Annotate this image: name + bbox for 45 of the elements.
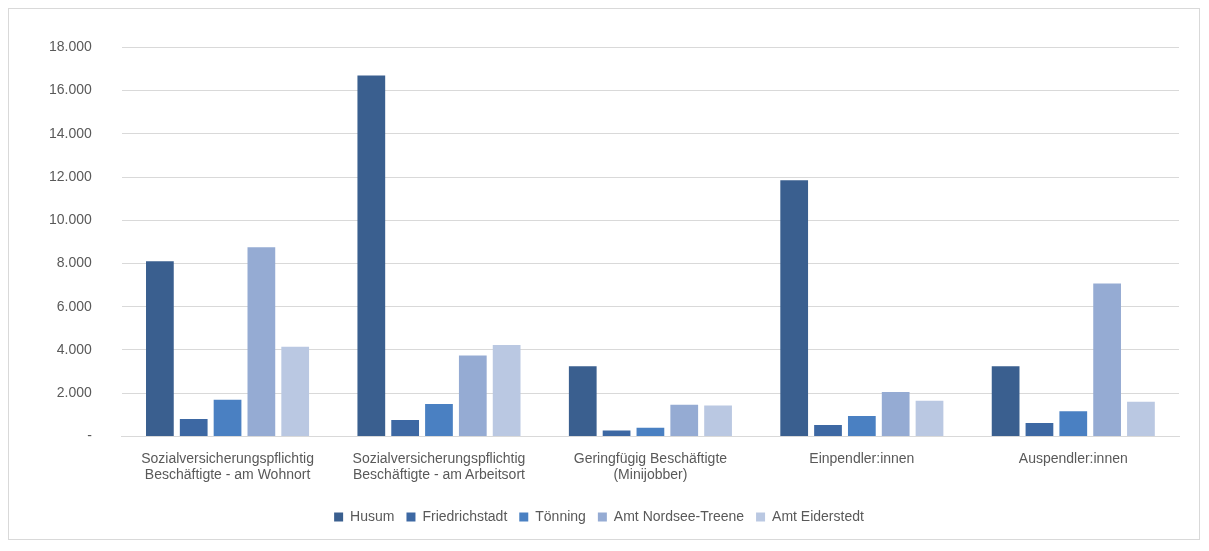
- x-tick-label: Auspendler:innen: [1018, 449, 1128, 466]
- x-tick-label: Sozialversicherungspflichtig Beschäftigte - am Wohnort: [141, 449, 314, 483]
- bar: [991, 366, 1020, 436]
- y-tick-label: -: [87, 427, 93, 444]
- legend-label: Husum: [350, 507, 395, 524]
- y-tick-label: 12.000: [48, 167, 93, 184]
- y-tick-label: 18.000: [48, 38, 93, 55]
- y-tick-label: 10.000: [48, 211, 93, 228]
- legend-label: Amt Nordsee-Treene: [613, 507, 745, 524]
- y-tick-label: 2.000: [56, 384, 93, 401]
- bar: [670, 404, 699, 436]
- bar: [179, 419, 208, 436]
- x-tick-label: Geringfügig Beschäftigte (Minijobber): [573, 449, 728, 483]
- bar: [146, 261, 174, 436]
- bar: [492, 344, 521, 436]
- bar: [391, 419, 420, 436]
- bar: [1025, 423, 1054, 436]
- bar: [281, 346, 310, 436]
- y-tick-label: 14.000: [48, 124, 93, 141]
- legend-label: Tönning: [535, 507, 586, 524]
- bar: [704, 405, 732, 436]
- bar: [357, 75, 386, 436]
- bar: [247, 247, 276, 436]
- x-tick-label: Sozialversicherungspflichtig Beschäftigte - am Arbeitsort: [352, 449, 526, 483]
- bar: [814, 424, 842, 436]
- bar: [636, 427, 665, 436]
- y-tick-label: 4.000: [56, 340, 93, 357]
- bar: [1127, 401, 1155, 436]
- legend-label: Friedrichstadt: [422, 507, 508, 524]
- y-tick-label: 16.000: [48, 81, 93, 98]
- x-tick-label: Einpendler:innen: [809, 449, 915, 466]
- bar: [602, 430, 631, 436]
- bar: [568, 366, 597, 436]
- bar: [1059, 411, 1088, 436]
- y-tick-label: 6.000: [56, 297, 93, 314]
- bar: [1093, 283, 1121, 436]
- bar: [847, 416, 876, 436]
- bar: [213, 399, 242, 436]
- bar: [881, 392, 910, 436]
- bar: [915, 400, 944, 436]
- bar: [425, 403, 453, 436]
- bar: [780, 180, 809, 436]
- legend-label: Amt Eiderstedt: [772, 507, 864, 524]
- bar: [458, 355, 487, 436]
- y-tick-label: 8.000: [56, 254, 93, 271]
